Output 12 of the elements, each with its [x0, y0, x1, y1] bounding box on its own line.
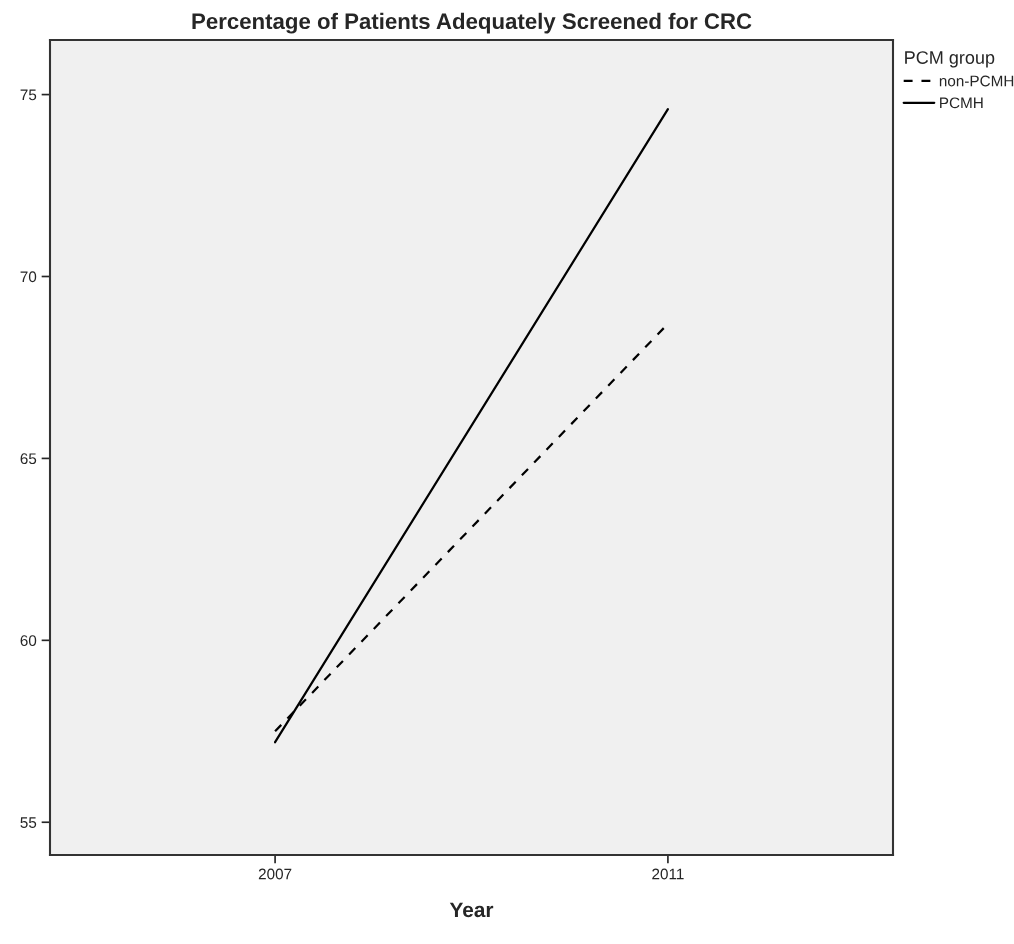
y-tick-label: 60	[20, 635, 37, 647]
x-tick-label: 2007	[258, 868, 292, 880]
x-tick-label: 2011	[652, 868, 684, 880]
chart-title: Percentage of Patients Adequately Screened for CRC	[192, 12, 752, 34]
legend-label: PCMH	[940, 97, 983, 109]
legend-title: PCM group	[905, 51, 995, 68]
y-tick-label: 75	[20, 89, 37, 101]
legend-label: non-PCMH	[939, 75, 1014, 87]
y-tick-label: 65	[20, 453, 37, 465]
x-axis-title: Year	[449, 902, 494, 918]
y-tick-label: 70	[20, 271, 37, 283]
y-tick-label: 55	[20, 817, 37, 828]
